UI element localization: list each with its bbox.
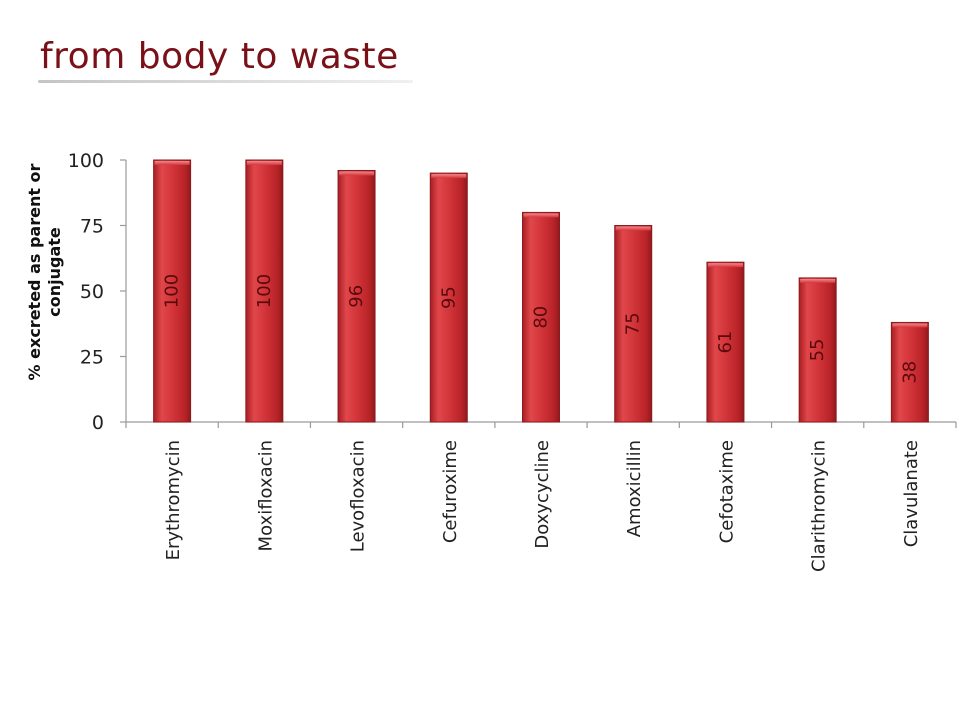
bar-data-label: 75 (623, 312, 644, 335)
bar (614, 225, 653, 423)
y-tick-label: 0 (92, 412, 104, 434)
bar (429, 172, 468, 423)
bar-group (153, 159, 192, 423)
page-title: from body to waste (40, 36, 399, 77)
bar-group (798, 277, 837, 423)
bar (706, 261, 745, 423)
bar-group (429, 172, 468, 423)
x-category-label: Cefotaxime (716, 440, 737, 543)
bar-cap-highlight (892, 323, 928, 328)
x-category-label: Moxifloxacin (255, 440, 276, 551)
bar (153, 159, 192, 423)
bar-group (890, 321, 929, 423)
title-underline (38, 80, 413, 83)
x-category-label: Erythromycin (163, 440, 184, 560)
bar-group (706, 261, 745, 423)
x-category-label: Doxycycline (532, 440, 553, 549)
bar (798, 277, 837, 423)
bar-data-label: 61 (715, 331, 736, 354)
y-axis-title: % excreted as parent orconjugate (25, 163, 64, 380)
bar-data-label: 96 (346, 285, 367, 308)
bar-cap-highlight (707, 263, 743, 268)
bar-group (245, 159, 284, 423)
bar-data-label: 95 (438, 286, 459, 309)
bar-group (614, 225, 653, 423)
bar-data-label: 100 (254, 274, 275, 308)
bar-data-label: 80 (531, 306, 552, 329)
y-tick-label: 50 (80, 281, 104, 303)
y-tick-label: 25 (80, 347, 104, 369)
bar-data-label: 100 (162, 274, 183, 308)
y-tick-label: 100 (68, 150, 104, 172)
bar-group (522, 211, 560, 423)
bar (245, 159, 284, 423)
bar-cap-highlight (154, 161, 190, 165)
bar-data-label: 55 (807, 338, 828, 361)
bar-cap-highlight (615, 226, 651, 231)
x-category-label: Amoxicillin (624, 440, 645, 537)
bar-cap-highlight (523, 213, 559, 218)
bar-data-label: 38 (899, 361, 920, 384)
bar (890, 321, 929, 423)
bar-cap-highlight (246, 161, 282, 165)
bar-cap-highlight (800, 278, 836, 283)
bar-cap-highlight (431, 174, 467, 179)
x-category-label: Clavulanate (901, 440, 922, 547)
x-category-label: Cefuroxime (440, 440, 461, 543)
x-category-label: Clarithromycin (809, 440, 830, 572)
bar (522, 211, 560, 423)
bar (337, 169, 376, 423)
y-tick-label: 75 (80, 216, 104, 238)
x-category-label: Levofloxacin (348, 440, 369, 552)
bar-cap-highlight (339, 171, 375, 176)
bar-group (337, 169, 376, 423)
